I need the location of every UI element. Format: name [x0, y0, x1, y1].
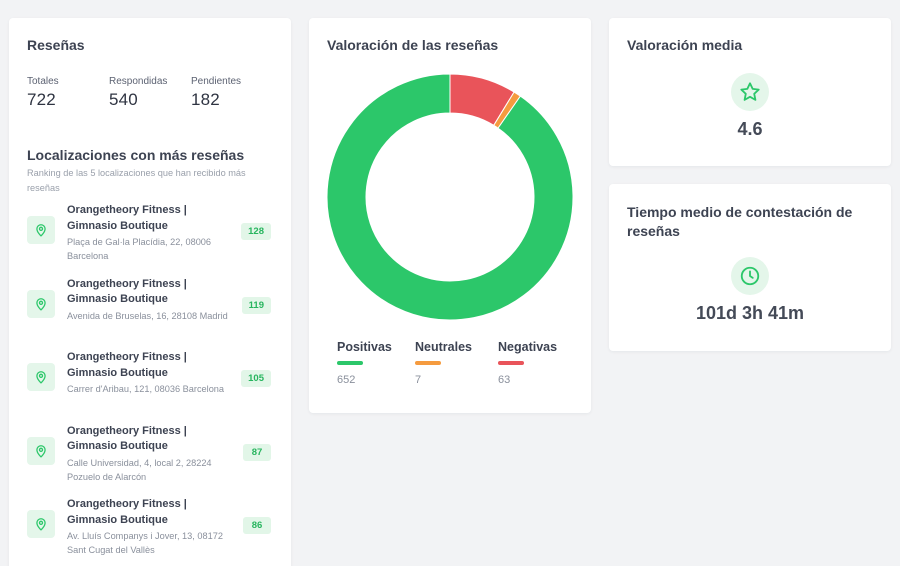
location-name: Orangetheory Fitness | Gimnasio Boutique: [67, 204, 187, 232]
map-pin-icon: [27, 363, 55, 391]
location-name: Orangetheory Fitness | Gimnasio Boutique: [67, 424, 187, 453]
location-item[interactable]: Orangetheory Fitness | Gimnasio Boutique…: [27, 350, 273, 424]
location-item[interactable]: Orangetheory Fitness | Gimnasio Boutique…: [27, 497, 273, 566]
location-review-count-badge: 119: [241, 296, 271, 314]
location-item[interactable]: Orangetheory Fitness | Gimnasio Boutique…: [27, 203, 273, 277]
rating-chart-card: Valoración de las reseñas Positivas 652 Ne…: [309, 18, 591, 413]
legend-label: Positivas: [337, 340, 392, 354]
legend-item-negativas[interactable]: Negativas 63: [498, 340, 557, 386]
stat-value: 540: [109, 90, 138, 109]
location-text: Orangetheory Fitness | Gimnasio Boutique…: [67, 350, 232, 396]
stat-respondidas: Respondidas 540: [109, 76, 191, 110]
legend-color-bar: [337, 361, 363, 365]
location-address: Plaça de Gal·la Placídia, 22, 08006 Barc…: [67, 237, 212, 261]
legend-label: Neutrales: [415, 340, 472, 354]
location-address: Carrer d'Aribau, 121, 08036 Barcelona: [67, 384, 225, 394]
location-name: Orangetheory Fitness | Gimnasio Boutique: [67, 351, 187, 379]
legend-label: Negativas: [498, 340, 558, 354]
avg-rating-card: Valoración media 4.6: [609, 18, 891, 166]
location-review-count-badge: 87: [243, 443, 271, 461]
response-time-title: Tiempo medio de contestación de reseñas: [627, 204, 853, 239]
donut-slice-positivas[interactable]: [326, 73, 574, 321]
stat-value: 722: [27, 90, 56, 109]
location-text: Orangetheory Fitness | Gimnasio Boutique…: [67, 497, 232, 557]
legend-color-bar: [498, 361, 524, 365]
location-text: Orangetheory Fitness | Gimnasio Boutique…: [67, 424, 232, 484]
stat-label: Pendientes: [191, 76, 242, 87]
stat-label: Respondidas: [109, 76, 168, 87]
reviews-stats: Totales 722 Respondidas 540 Pendientes 1…: [27, 76, 273, 110]
location-address: Av. Lluís Companys i Jover, 13, 08172 Sa…: [67, 531, 223, 555]
location-name: Orangetheory Fitness | Gimnasio Boutique: [67, 277, 187, 306]
ranking-subtitle: Ranking de las 5 localizaciones que han …: [27, 168, 246, 193]
avg-rating-value: 4.6: [737, 119, 763, 139]
location-text: Orangetheory Fitness | Gimnasio Boutique…: [67, 277, 232, 323]
star-icon: [731, 73, 769, 111]
rating-chart-title: Valoración de las reseñas: [327, 37, 499, 53]
reviews-card: Reseñas Totales 722 Respondidas 540 Pend…: [9, 18, 291, 566]
response-time-card: Tiempo medio de contestación de reseñas …: [609, 184, 891, 351]
clock-icon: [731, 257, 769, 295]
location-address: Avenida de Bruselas, 16, 28108 Madrid: [67, 310, 228, 321]
legend-item-positivas[interactable]: Positivas 652: [337, 340, 392, 386]
locations-list: Orangetheory Fitness | Gimnasio Boutique…: [27, 203, 273, 566]
map-pin-icon: [27, 436, 55, 465]
map-pin-icon: [27, 289, 55, 318]
avg-rating-title: Valoración media: [627, 37, 743, 53]
stat-totales: Totales 722: [27, 76, 109, 110]
map-pin-icon: [27, 510, 55, 538]
map-pin-icon: [27, 216, 55, 244]
stat-label: Totales: [27, 76, 59, 87]
rating-donut-chart: [326, 73, 574, 321]
ranking-title: Localizaciones con más reseñas: [27, 147, 245, 163]
location-item[interactable]: Orangetheory Fitness | Gimnasio Boutique…: [27, 277, 273, 351]
location-name: Orangetheory Fitness | Gimnasio Boutique: [67, 498, 187, 526]
location-review-count-badge: 128: [241, 223, 271, 240]
location-address: Calle Universidad, 4, local 2, 28224 Poz…: [67, 457, 212, 482]
stat-pendientes: Pendientes 182: [191, 76, 273, 110]
legend-value: 63: [498, 374, 511, 386]
legend-value: 7: [415, 374, 422, 386]
location-review-count-badge: 86: [243, 517, 271, 534]
reviews-card-title: Reseñas: [27, 37, 85, 53]
legend-value: 652: [337, 374, 356, 386]
response-time-value: 101d 3h 41m: [695, 303, 805, 323]
location-review-count-badge: 105: [241, 370, 271, 387]
stat-value: 182: [191, 90, 220, 109]
legend-item-neutrales[interactable]: Neutrales 7: [415, 340, 472, 386]
legend-color-bar: [415, 361, 441, 365]
location-item[interactable]: Orangetheory Fitness | Gimnasio Boutique…: [27, 424, 273, 498]
location-text: Orangetheory Fitness | Gimnasio Boutique…: [67, 203, 232, 263]
